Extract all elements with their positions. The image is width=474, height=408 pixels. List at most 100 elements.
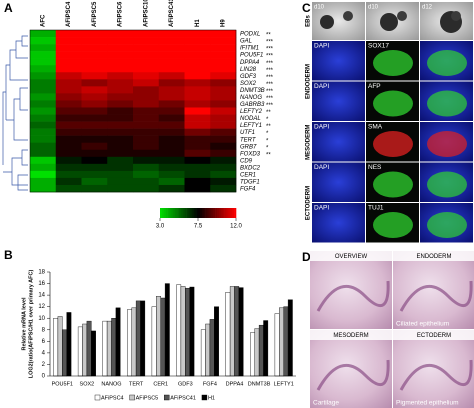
column-label: AFiPSC4 [66,1,72,27]
heatmap-cell [107,142,134,151]
heatmap-cell [55,72,82,80]
heatmap-cell [55,156,82,165]
heatmap-cell [184,65,211,73]
heatmap-cell [210,170,237,179]
bar [127,309,132,377]
bar [135,300,141,377]
y-tick-label: 6 [42,339,46,345]
column-label: AFiPSC5 [92,1,98,27]
heatmap-cell [184,86,211,94]
gene-label: GAL [240,39,252,45]
bar [258,324,264,377]
heatmap-cell [158,72,185,80]
heatmap-cell [30,100,57,108]
y-tick-label: 0 [42,374,46,380]
heatmap-cell [210,107,237,115]
heatmap-cell [158,135,185,143]
eb-body [451,11,461,21]
gene-label: POU5F1 [240,53,263,59]
x-tick-label: DPPA4 [226,381,244,387]
image-title: OVERVIEW [335,254,368,260]
heatmap-cell [107,114,134,122]
heatmap-cell [133,142,160,151]
y-tick-label: 4 [42,350,46,356]
heatmap-cell [184,79,211,87]
heatmap-cell [55,51,82,59]
dapi-image [312,122,365,162]
merge-signal [427,212,467,238]
heatmap-cell [158,163,185,172]
bar [115,307,121,377]
stain-label: TUJ1 [368,205,384,212]
heatmap-cell [55,163,82,172]
x-tick-label: TERT [129,381,144,387]
y-axis-label: LOG2(ratio(AFiPSC/H1 over primary AFC) [28,270,34,379]
gene-label: GABRB3 [240,102,265,108]
bar [283,306,289,377]
heatmap-cell [133,114,160,122]
heatmap-cell [133,107,160,115]
heatmap-cell [210,163,237,172]
heatmap-cell [55,149,82,158]
heatmap-cell [210,44,237,52]
bar [131,307,137,377]
color-key-swatch [180,208,184,218]
heatmap-cell [133,135,160,143]
heatmap-cell [81,93,108,101]
heatmap-cell [158,44,185,52]
heatmap-cell [55,44,82,52]
gene-label: TDGF1 [240,180,260,186]
heatmap-cell [81,100,108,108]
gene-label: FGF4 [240,187,256,193]
heatmap-cell [158,30,185,38]
significance: ** [266,110,271,116]
heatmap-cell [158,184,185,193]
significance: ** [266,152,271,158]
x-tick-label: DNMT3B [248,381,271,387]
heatmap-cell [158,142,185,151]
heatmap-cell [30,51,57,59]
gene-label: CER1 [240,172,256,178]
color-key-swatch [196,208,199,218]
tissue-structure [316,280,390,312]
heatmap-cell [81,51,108,59]
heatmap-cell [158,37,185,45]
legend-swatch [164,394,170,401]
color-key-swatch [211,208,214,218]
heatmap-cell [81,121,108,129]
heatmap-cell [107,121,134,129]
gene-label: GRB7 [240,144,257,150]
heatmap-cell [184,37,211,45]
color-key-swatch [201,208,204,218]
heatmap-cell [55,114,82,122]
significance: *** [266,89,274,95]
heatmap-cell [158,51,185,59]
heatmap-cell [184,156,211,165]
bar [254,328,260,377]
merge-signal [427,90,467,117]
heatmap-cell [55,170,82,179]
heatmap-cell [184,163,211,172]
color-key-swatch [165,208,168,218]
gene-label: DNMT3B [240,88,265,94]
eb-body [320,15,334,29]
heatmap-cell [81,163,108,172]
row-label: EBs [306,15,312,27]
stain-label: SMA [368,124,383,131]
heatmap-cell [107,149,134,158]
heatmap-border [29,29,237,193]
heatmap-cell [55,37,82,45]
heatmap-cell [184,184,211,193]
x-tick-label: GDF3 [178,381,193,387]
heatmap-cell [30,30,57,38]
heatmap-cell [81,170,108,179]
merge-signal [427,171,467,198]
dapi-image [312,41,365,81]
significance: *** [266,40,274,46]
heatmap-cell [81,128,108,136]
heatmap-cell [81,135,108,143]
color-key-label: 7.5 [194,224,203,230]
heatmap-cell [210,128,237,136]
heatmap-cell [107,163,134,172]
significance: *** [266,103,274,109]
